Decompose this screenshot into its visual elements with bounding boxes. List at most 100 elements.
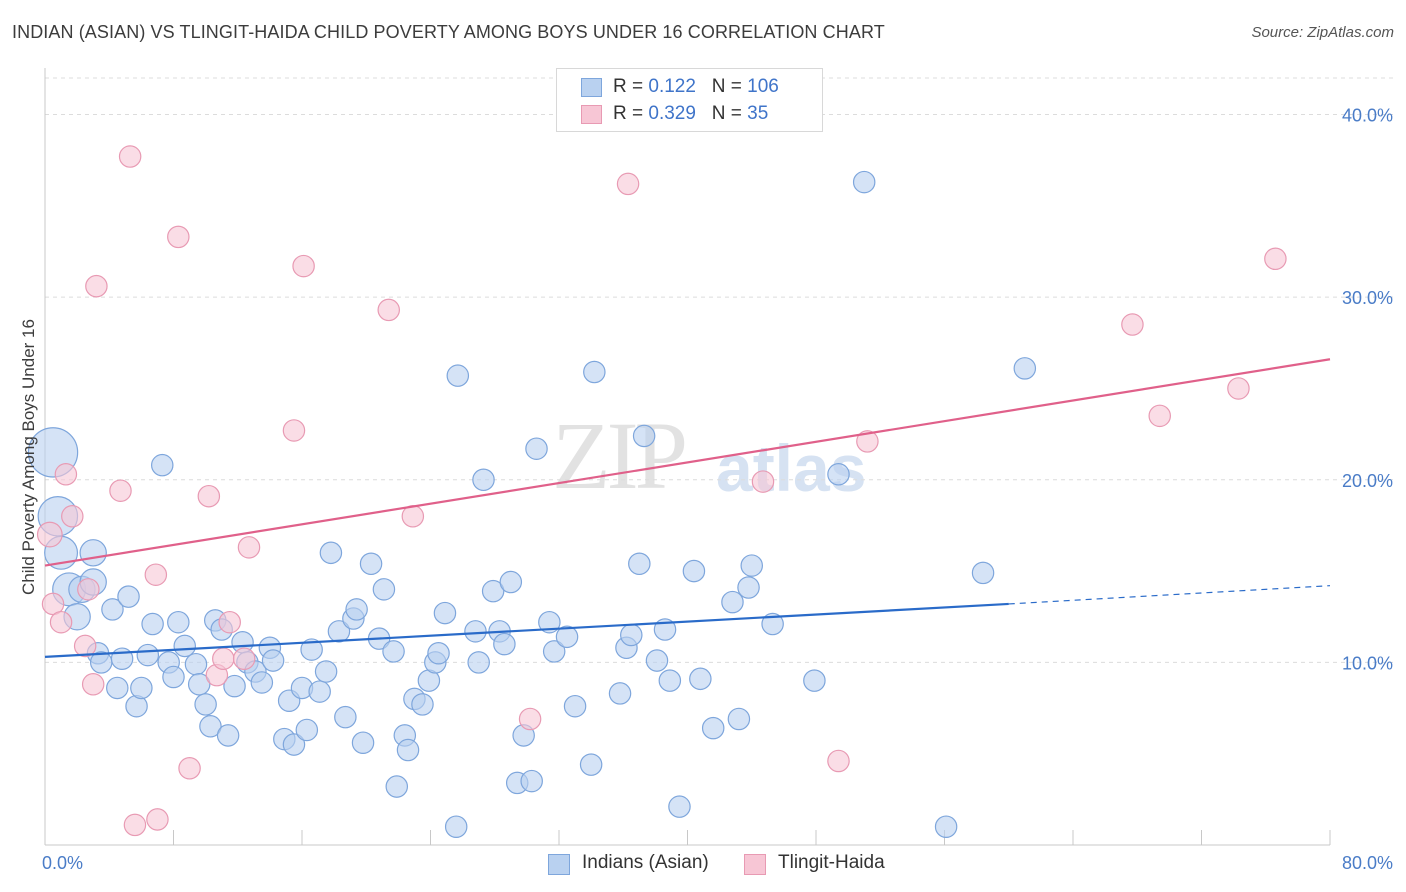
data-point	[261, 649, 285, 672]
data-point	[518, 707, 542, 731]
data-point	[106, 676, 129, 700]
data-point	[223, 674, 246, 698]
data-point	[184, 652, 208, 676]
data-point	[150, 453, 174, 477]
source-label: Source: ZipAtlas.com	[1251, 24, 1394, 41]
data-point	[761, 612, 784, 636]
trend-lines	[44, 358, 1331, 659]
data-point	[54, 463, 78, 486]
data-point	[178, 757, 201, 780]
data-point	[79, 539, 107, 567]
data-point	[620, 623, 643, 647]
data-point	[73, 634, 97, 658]
data-point	[292, 254, 315, 278]
data-point	[308, 680, 331, 703]
data-point	[563, 694, 587, 718]
legend-row-indians: R = 0.122 N = 106	[581, 75, 779, 99]
data-point	[827, 749, 850, 773]
data-point	[520, 769, 543, 793]
data-point	[218, 610, 241, 634]
data-point	[721, 590, 744, 614]
data-point	[345, 598, 368, 621]
x-tick-label: 0.0%	[42, 853, 83, 873]
data-point	[118, 145, 142, 168]
legend-label-tlingit: Tlingit-Haida	[778, 852, 885, 873]
data-point	[385, 775, 409, 798]
data-point	[109, 479, 132, 502]
data-point	[81, 673, 105, 696]
data-point	[433, 601, 457, 625]
data-point	[628, 552, 651, 576]
data-point	[282, 419, 306, 442]
legend-r-label: R =	[613, 103, 649, 124]
data-point	[101, 598, 124, 621]
data-point	[464, 620, 487, 643]
data-point	[1013, 357, 1037, 380]
legend-swatch-pink	[744, 854, 766, 875]
data-point	[934, 815, 958, 838]
trend-line-indians	[44, 602, 1009, 659]
data-point	[1227, 377, 1250, 400]
data-point	[827, 463, 850, 486]
data-point	[194, 693, 217, 716]
data-point	[232, 647, 256, 670]
trend-line-tlingit	[44, 358, 1331, 567]
data-point	[542, 640, 566, 663]
legend-r-value: 0.329	[648, 103, 696, 124]
data-point	[444, 815, 468, 838]
data-point	[737, 576, 760, 599]
data-point	[682, 559, 706, 583]
data-point	[467, 651, 490, 674]
data-point	[382, 640, 405, 663]
data-point	[49, 610, 73, 634]
data-point	[1148, 404, 1171, 428]
data-point	[1264, 247, 1287, 271]
data-point	[123, 813, 147, 837]
data-point	[579, 753, 603, 776]
data-point	[237, 536, 261, 559]
grid-lines	[45, 77, 1395, 663]
data-point	[61, 505, 84, 528]
data-point	[1121, 313, 1144, 336]
data-point	[727, 707, 751, 731]
data-point	[216, 724, 240, 747]
data-point	[446, 364, 470, 387]
data-point	[668, 795, 691, 818]
x-tick-label: 80.0%	[1342, 853, 1393, 873]
watermark-zip: ZIP	[552, 402, 688, 509]
data-point	[538, 610, 561, 634]
data-point	[751, 470, 775, 493]
data-point	[377, 298, 400, 322]
data-point	[300, 638, 323, 661]
data-point	[144, 563, 168, 586]
chart-title: INDIAN (ASIAN) VS TLINGIT-HAIDA CHILD PO…	[12, 22, 885, 42]
data-point	[632, 424, 656, 448]
data-point	[472, 468, 495, 492]
legend-r-value: 0.122	[648, 76, 696, 97]
legend-swatch-pink	[581, 105, 602, 124]
data-point	[173, 634, 197, 658]
data-point	[740, 554, 764, 577]
data-point	[645, 649, 669, 672]
data-point	[852, 170, 876, 194]
data-point	[146, 808, 169, 831]
data-point	[117, 585, 140, 608]
trend-line-indians-extension	[1008, 585, 1331, 605]
data-point	[85, 274, 108, 298]
data-point	[212, 647, 235, 670]
data-point	[197, 484, 221, 508]
legend-swatch-blue	[548, 854, 570, 875]
data-point	[658, 669, 682, 692]
data-point	[372, 578, 396, 601]
data-point	[493, 632, 516, 656]
data-point	[162, 665, 185, 689]
data-point	[856, 430, 879, 453]
data-point	[555, 625, 579, 649]
axes	[44, 68, 1331, 846]
legend-n-label: N =	[711, 76, 748, 97]
data-point	[411, 693, 434, 716]
series-indians-asian	[27, 170, 1037, 838]
data-point	[130, 676, 153, 700]
y-tick-label: 30.0%	[1342, 288, 1393, 308]
